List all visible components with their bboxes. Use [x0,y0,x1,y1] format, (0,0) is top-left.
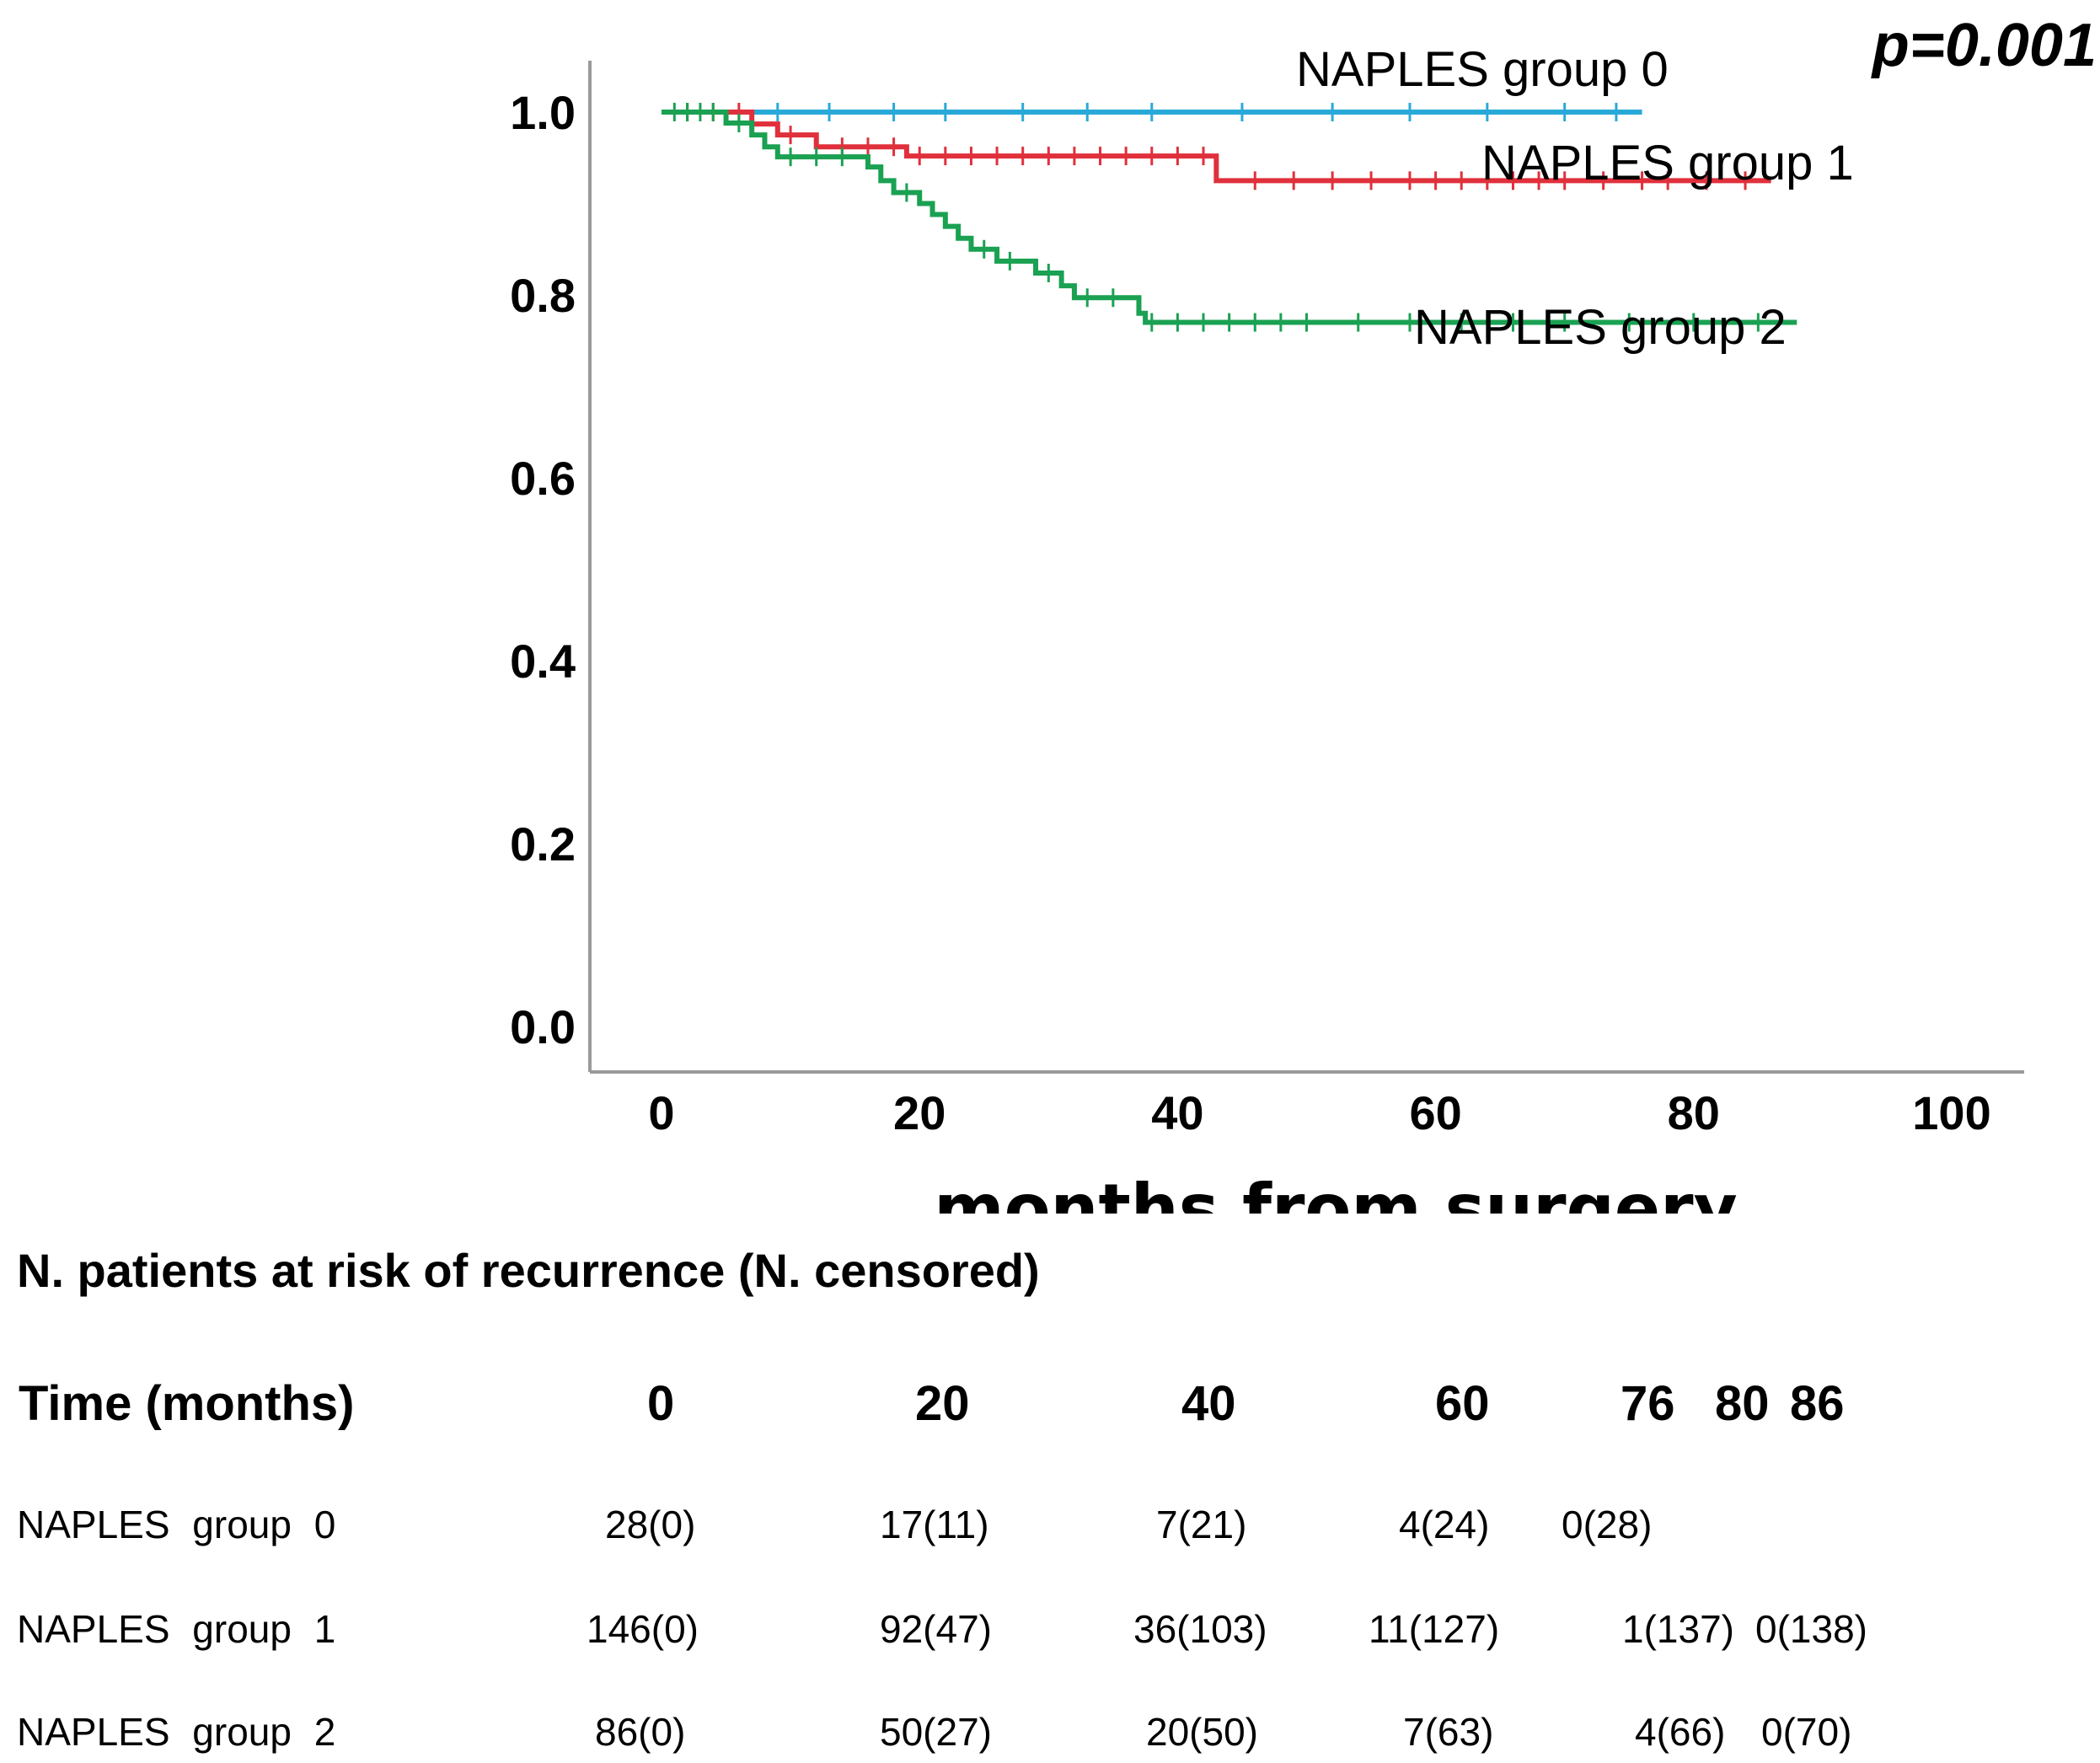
risk-cell: 17(11) [880,1503,989,1546]
y-tick-label-0.8: 0.8 [510,269,576,322]
risk-table-title: N. patients at risk of recurrence (N. ce… [17,1244,1040,1297]
curve-group-2 [662,110,1797,325]
x-tick-label-40: 40 [1151,1086,1203,1139]
risk-cell: 0(138) [1755,1607,1867,1651]
risk-cell: 20(50) [1146,1710,1258,1754]
series-labels: NAPLES group 0 NAPLES group 1 NAPLES group… [1296,42,1854,355]
series-label-group-1: NAPLES group 1 [1481,136,1854,190]
x-tick-label-60: 60 [1409,1086,1461,1139]
risk-cell: 0(28) [1562,1503,1653,1546]
survival-chart: 0.0 0.2 0.4 0.6 0.8 1.0 0 20 40 60 80 100 NAPLES g… [510,12,2097,1214]
x-tick-label-0: 0 [648,1086,674,1139]
y-tick-label-0.0: 0.0 [510,1000,576,1053]
risk-cell: 0(70) [1761,1710,1852,1754]
x-axis-title: months from surgery [934,1170,1738,1214]
risk-time-point-20: 20 [915,1376,970,1431]
series-label-group-2: NAPLES group 2 [1414,300,1787,355]
risk-time-point-0: 0 [647,1376,675,1431]
risk-cell: 1(137) [1622,1607,1734,1651]
risk-cell: 86(0) [595,1710,686,1754]
risk-cell: 50(27) [880,1710,992,1754]
risk-time-point-60: 60 [1435,1376,1490,1431]
y-tick-label-0.4: 0.4 [510,635,576,688]
risk-row-label: NAPLES group 1 [17,1607,336,1651]
y-tick-label-0.6: 0.6 [510,452,576,505]
risk-time-label: Time (months) [19,1376,355,1431]
x-tick-labels: 0 20 40 60 80 100 [648,1086,1990,1139]
risk-cell: 11(127) [1369,1607,1500,1651]
y-tick-labels: 0.0 0.2 0.4 0.6 0.8 1.0 [510,86,576,1053]
series-label-group-0: NAPLES group 0 [1296,42,1669,97]
y-tick-label-1.0: 1.0 [510,86,576,139]
risk-cell: 7(63) [1403,1710,1494,1754]
risk-cell: 36(103) [1133,1607,1267,1651]
risk-time-point-86: 86 [1790,1376,1845,1431]
x-tick-label-80: 80 [1668,1086,1720,1139]
p-value-annotation: p=0.001 [1871,12,2097,79]
risk-row-label: NAPLES group 2 [17,1710,336,1754]
risk-time-point-76: 76 [1621,1376,1675,1431]
survival-curves [662,103,1797,332]
x-tick-label-20: 20 [893,1086,946,1139]
risk-cell: 4(24) [1399,1503,1490,1546]
risk-cell: 7(21) [1156,1503,1247,1546]
risk-time-point-80: 80 [1715,1376,1770,1431]
risk-row-label: NAPLES group 0 [17,1503,336,1546]
risk-time-point-40: 40 [1181,1376,1236,1431]
x-tick-label-100: 100 [1912,1086,1990,1139]
risk-cell: 146(0) [587,1607,699,1651]
risk-cell: 92(47) [880,1607,992,1651]
chart-axes [588,61,2024,1074]
risk-cell: 28(0) [605,1503,696,1546]
risk-cell: 4(66) [1635,1710,1726,1754]
y-tick-label-0.2: 0.2 [510,817,576,871]
